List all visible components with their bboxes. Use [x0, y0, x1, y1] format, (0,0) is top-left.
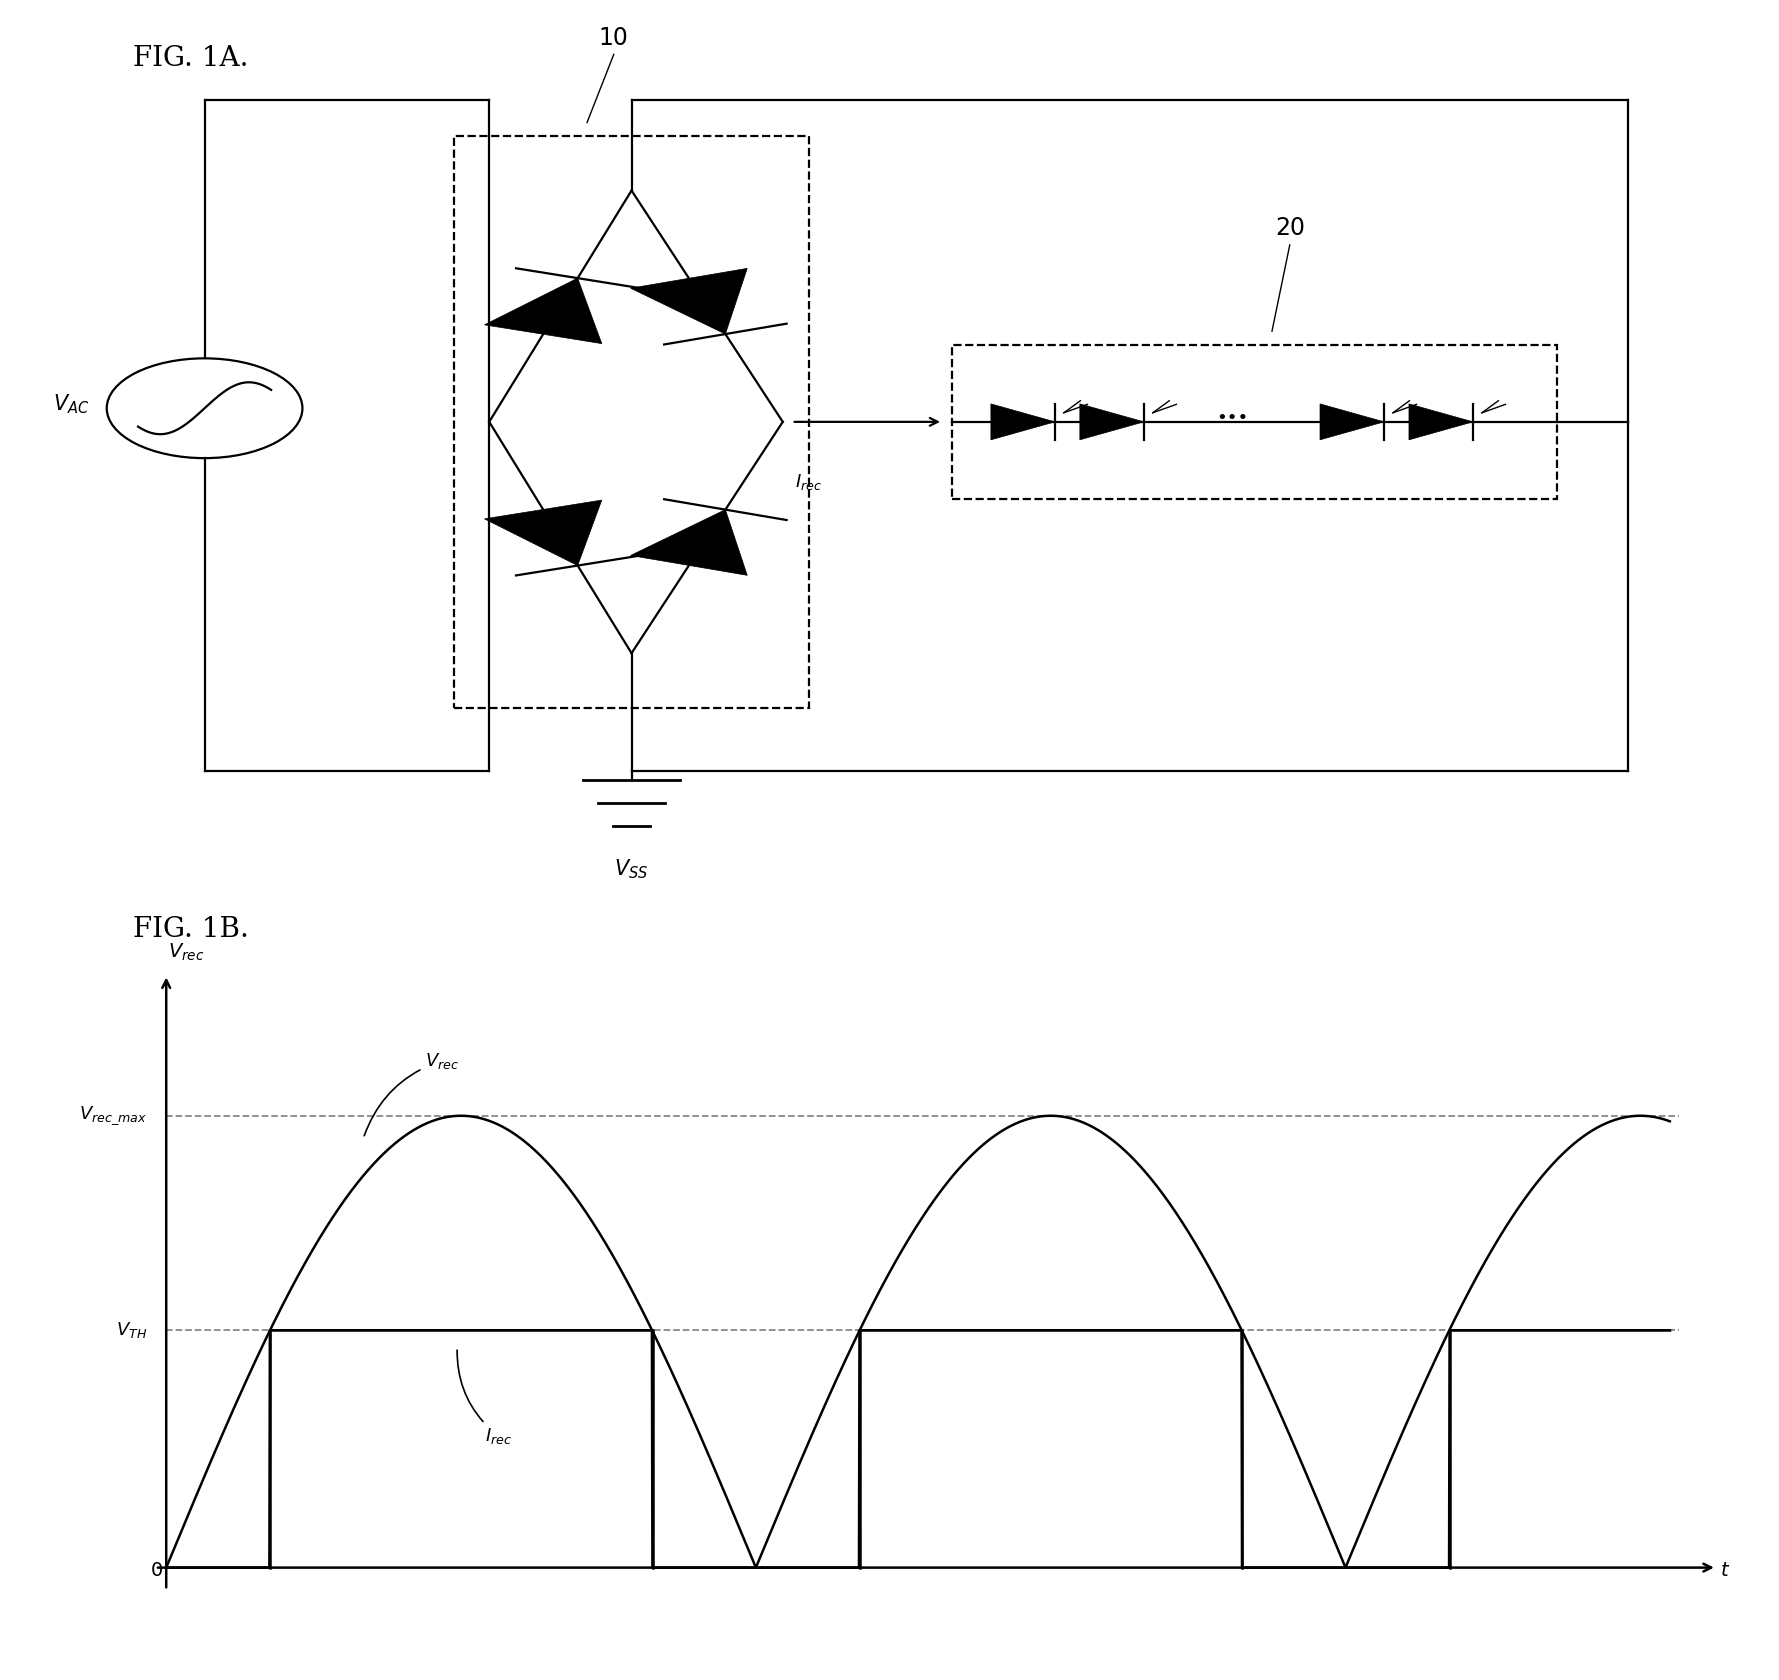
- Text: •••: •••: [1215, 410, 1249, 428]
- Text: $V_{SS}$: $V_{SS}$: [614, 857, 649, 880]
- Polygon shape: [991, 403, 1055, 440]
- Text: $I_{rec}$: $I_{rec}$: [795, 472, 822, 492]
- Polygon shape: [1320, 403, 1384, 440]
- Text: 0: 0: [151, 1561, 164, 1579]
- Text: 10: 10: [600, 25, 628, 50]
- Polygon shape: [1080, 403, 1144, 440]
- Text: $V_{AC}$: $V_{AC}$: [53, 391, 89, 415]
- Bar: [952, 344, 1557, 499]
- Polygon shape: [1409, 403, 1473, 440]
- Bar: [454, 136, 809, 707]
- Text: $V_{rec\_max}$: $V_{rec\_max}$: [80, 1104, 148, 1127]
- Text: $V_{rec}$: $V_{rec}$: [167, 942, 205, 963]
- Polygon shape: [630, 269, 747, 334]
- Polygon shape: [484, 279, 601, 344]
- Text: $I_{rec}$: $I_{rec}$: [457, 1351, 512, 1446]
- Text: FIG. 1A.: FIG. 1A.: [133, 45, 249, 72]
- Text: FIG. 1B.: FIG. 1B.: [133, 916, 249, 942]
- Polygon shape: [484, 501, 601, 566]
- Text: $V_{rec}$: $V_{rec}$: [365, 1050, 459, 1136]
- Polygon shape: [630, 509, 747, 575]
- Text: 20: 20: [1276, 217, 1304, 240]
- Text: $V_{TH}$: $V_{TH}$: [116, 1320, 148, 1341]
- Text: t: t: [1720, 1561, 1727, 1579]
